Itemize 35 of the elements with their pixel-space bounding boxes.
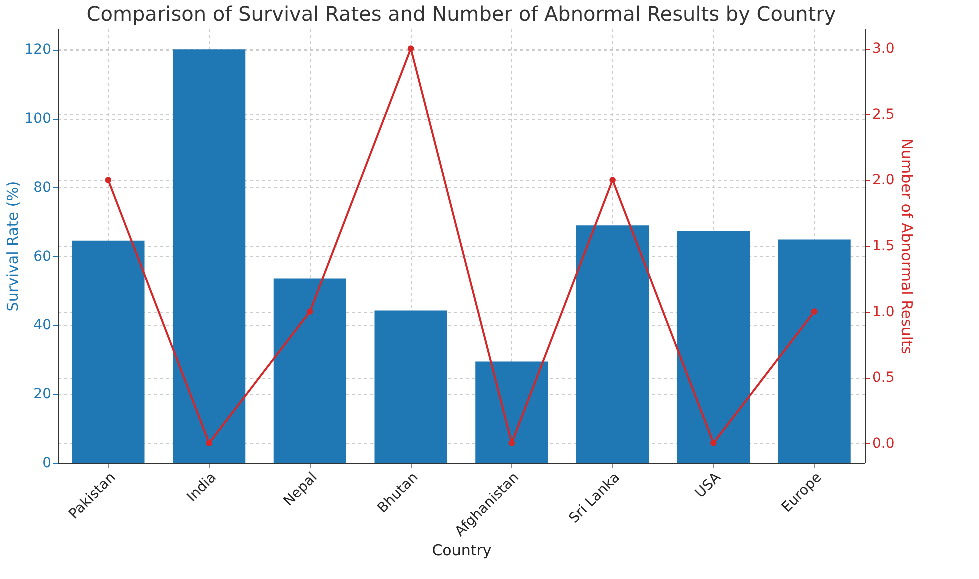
bar (274, 278, 347, 463)
bar (173, 50, 246, 463)
y2-tick-label: 1.0 (872, 304, 895, 320)
y-tick-label: 20 (34, 386, 52, 403)
point (206, 440, 212, 446)
y2-tick-label: 2.0 (872, 172, 895, 189)
bar (778, 240, 851, 463)
y-tick-label: 40 (34, 318, 52, 334)
bar (576, 226, 650, 463)
x-axis-title: Country (432, 541, 492, 560)
point (105, 177, 112, 184)
y-axis-title: Survival Rate (%) (4, 181, 22, 312)
bar (374, 310, 448, 463)
point (710, 440, 717, 446)
y-tick-label: 60 (34, 248, 52, 265)
bar (476, 362, 548, 463)
y-tick-label: 0 (42, 456, 52, 472)
y2-tick-label: 0.5 (872, 370, 895, 386)
bar (677, 232, 750, 463)
point (307, 308, 314, 315)
y-tick-label: 80 (34, 180, 52, 196)
y2-tick-label: 1.5 (872, 238, 895, 254)
point (508, 440, 516, 446)
y2-tick-label: 0.0 (872, 436, 895, 452)
point (408, 46, 414, 52)
y2-tick-label: 3.0 (872, 41, 895, 58)
chart-title: Comparison of Survival Rates and Number of Abnormal Results by Country (86, 2, 836, 26)
point (610, 177, 616, 184)
y2-axis-title: Number of Abnormal Results (898, 138, 916, 354)
bar (72, 240, 145, 463)
y-tick-label: 100 (24, 111, 52, 128)
y2-tick-label: 2.5 (872, 106, 895, 123)
x-tick-label: USA (692, 470, 725, 502)
point (811, 308, 818, 315)
y-tick-label: 120 (24, 42, 52, 58)
